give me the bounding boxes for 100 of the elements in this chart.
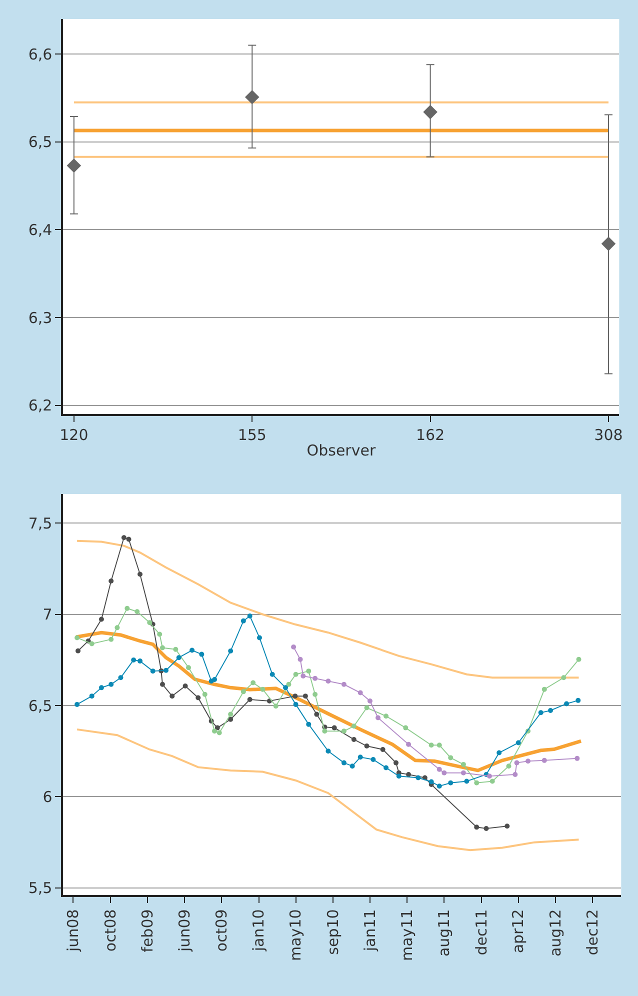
point — [312, 676, 318, 681]
point — [358, 754, 363, 760]
point — [157, 632, 162, 637]
point — [89, 641, 94, 646]
point — [228, 648, 234, 654]
point — [108, 636, 114, 642]
point — [147, 620, 152, 626]
point — [121, 535, 126, 540]
point — [260, 686, 266, 692]
point — [170, 694, 175, 699]
point — [403, 725, 408, 730]
x-tick-label: dec12 — [583, 909, 602, 956]
point — [212, 728, 218, 734]
x-axis-title: Observer — [306, 442, 376, 460]
point — [244, 90, 260, 104]
point — [351, 736, 356, 742]
point — [561, 675, 566, 680]
point — [247, 614, 252, 619]
x-tick-label: apr12 — [509, 909, 528, 954]
point — [114, 625, 120, 630]
x-tick-label: 162 — [416, 426, 445, 444]
x-tick-label: 120 — [60, 426, 88, 444]
point — [293, 672, 298, 677]
point — [436, 742, 442, 748]
point — [160, 682, 165, 687]
point — [341, 760, 346, 766]
point — [474, 780, 480, 786]
point — [322, 728, 328, 734]
point — [164, 668, 169, 673]
point — [257, 635, 262, 640]
point — [196, 695, 201, 700]
point — [351, 724, 356, 729]
point — [512, 772, 518, 777]
x-tick-label: jun08 — [64, 909, 82, 952]
point — [332, 725, 337, 730]
point — [448, 780, 454, 786]
x-tick-label: oct08 — [101, 909, 120, 952]
point — [302, 694, 308, 699]
point — [283, 685, 288, 690]
point — [423, 104, 438, 120]
point — [66, 158, 82, 173]
point — [436, 766, 442, 772]
point — [108, 578, 114, 584]
y-tick-label: 6 — [42, 788, 52, 806]
point — [406, 772, 412, 777]
point — [273, 704, 278, 709]
point — [126, 536, 132, 542]
point — [526, 758, 531, 764]
point — [173, 646, 178, 652]
point — [442, 770, 447, 776]
point — [270, 672, 275, 677]
x-tick-label: 308 — [594, 426, 623, 444]
point — [98, 616, 104, 622]
point — [460, 770, 466, 776]
point — [186, 665, 192, 670]
point — [538, 710, 544, 716]
point — [542, 686, 547, 692]
y-tick-label: 6,6 — [28, 45, 52, 64]
point — [250, 680, 256, 686]
y-tick-label: 7,5 — [28, 514, 52, 532]
x-tick-label: feb09 — [138, 909, 156, 952]
x-tick-label: jan10 — [250, 909, 268, 952]
point — [306, 668, 312, 674]
x-tick-label: oct09 — [212, 909, 230, 952]
point — [300, 674, 306, 679]
x-tick-label: jun09 — [176, 909, 194, 952]
point — [601, 236, 616, 251]
point — [240, 618, 246, 624]
point — [448, 755, 454, 760]
point — [291, 644, 296, 650]
point — [182, 684, 188, 689]
point — [216, 730, 222, 736]
x-tick-label: may10 — [286, 909, 305, 961]
point — [516, 740, 521, 746]
point — [486, 774, 492, 779]
point — [298, 656, 303, 662]
y-tick-label: 5,5 — [28, 879, 52, 898]
point — [484, 826, 489, 831]
point — [228, 712, 234, 717]
y-tick-label: 6,5 — [28, 133, 52, 152]
x-tick-label: sep10 — [324, 909, 342, 955]
point — [306, 722, 312, 727]
point — [506, 764, 512, 769]
point — [576, 698, 581, 703]
line-series — [74, 630, 583, 772]
point — [474, 824, 480, 830]
point — [542, 758, 547, 763]
point — [199, 652, 204, 657]
point — [240, 689, 246, 694]
point — [312, 692, 318, 697]
y-tick-label: 6,2 — [28, 396, 52, 415]
point — [118, 675, 124, 680]
point — [358, 690, 363, 696]
point — [384, 765, 389, 770]
point — [367, 698, 372, 704]
x-tick-label: dec11 — [472, 909, 490, 956]
point — [292, 694, 298, 699]
point — [341, 682, 346, 687]
point — [384, 714, 389, 719]
point — [396, 774, 402, 779]
